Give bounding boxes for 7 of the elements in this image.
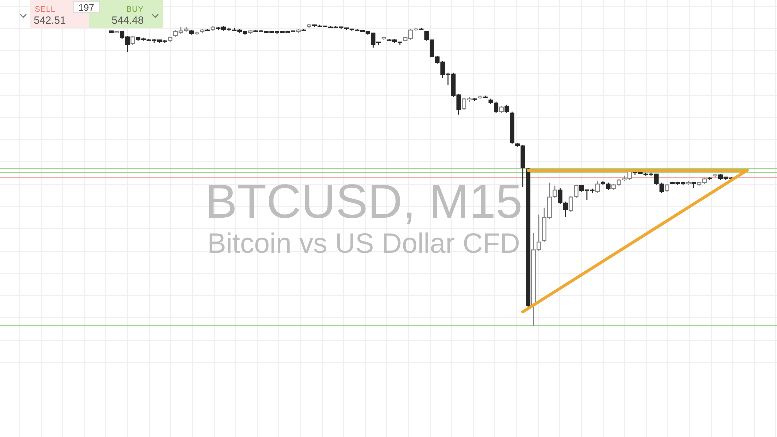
text: SELL	[35, 5, 56, 14]
text: BUY	[126, 5, 144, 14]
text: BTCUSD, M15	[205, 176, 523, 229]
text: 542.51	[34, 15, 66, 27]
text: 197	[73, 2, 100, 14]
annotation: 544.48	[112, 15, 144, 27]
text: Bitcoin vs US Dollar CFD	[208, 228, 520, 259]
